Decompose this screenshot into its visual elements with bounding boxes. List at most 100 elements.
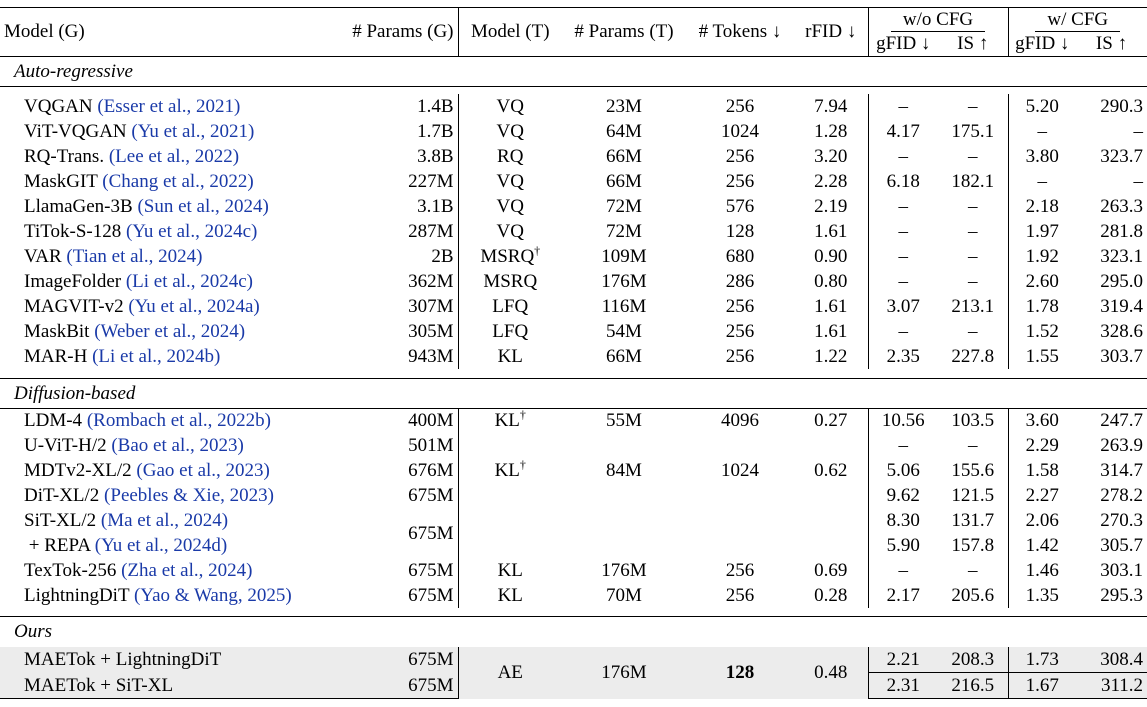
model-g-cell: MAGVIT-v2 (Yu et al., 2024a) <box>0 294 330 319</box>
is-wo: 103.5 <box>951 410 995 431</box>
table-row: LlamaGen-3B (Sun et al., 2024) 3.1B VQ 72M 5… <box>0 194 1147 219</box>
header-params-t: # Params (T) <box>562 7 686 57</box>
tokens: 256 <box>725 296 755 317</box>
rfid: 1.61 <box>814 296 848 317</box>
tokens: 286 <box>725 271 755 292</box>
model-name: MAR-H <box>24 346 93 367</box>
params-t: 54M <box>606 321 642 342</box>
model-t: LFQ <box>457 319 562 344</box>
is-w: 295.0 <box>1100 271 1143 292</box>
gfid-wo: 5.06 <box>867 458 938 483</box>
model-g-cell: TiTok-S-128 (Yu et al., 2024c) <box>0 219 330 244</box>
header-row-bottom: gFID ↓ IS ↑ gFID ↓ IS ↑ <box>0 32 1147 57</box>
params-g: 675M <box>408 522 454 544</box>
params-g: 675M <box>330 672 458 699</box>
citation-link[interactable]: (Yu et al., 2024d) <box>94 535 228 556</box>
params-g: 287M <box>408 221 454 242</box>
is-wo: – <box>968 271 978 292</box>
citation-link[interactable]: (Bao et al., 2023) <box>111 435 244 456</box>
tokens: 256 <box>725 321 755 342</box>
gfid-w: 1.97 <box>1007 219 1076 244</box>
params-t: 72M <box>606 196 642 217</box>
gfid-w: 3.80 <box>1007 144 1076 169</box>
is-wo: – <box>968 96 978 117</box>
params-t: 66M <box>606 146 642 167</box>
model-t: VQ <box>457 169 562 194</box>
rfid: 0.62 <box>814 460 848 481</box>
table-row: MAGVIT-v2 (Yu et al., 2024a) 307M LFQ 116M 2… <box>0 294 1147 319</box>
is-w: 328.6 <box>1100 321 1143 342</box>
model-g-cell: VAR (Tian et al., 2024) <box>0 244 330 269</box>
model-name: LlamaGen-3B <box>24 196 138 217</box>
citation-link[interactable]: (Gao et al., 2023) <box>136 460 270 481</box>
model-g-cell: MDTv2-XL/2 (Gao et al., 2023) <box>0 458 330 483</box>
model-g-cell: TexTok-256 (Zha et al., 2024) <box>0 558 330 583</box>
header-rfid: rFID ↓ <box>794 7 868 57</box>
header-is-w: IS ↑ <box>1076 32 1147 57</box>
is-w: – <box>1133 171 1144 192</box>
is-wo: 213.1 <box>951 296 995 317</box>
model-t: KL <box>457 558 562 583</box>
citation-link[interactable]: (Yu et al., 2021) <box>131 121 255 142</box>
section-title-diff: Diffusion-based <box>0 378 1147 409</box>
model-name: U-ViT-H/2 <box>24 435 112 456</box>
table-row: TiTok-S-128 (Yu et al., 2024c) 287M VQ 72M 1… <box>0 219 1147 244</box>
model-g-cell: ImageFolder (Li et al., 2024c) <box>0 269 330 294</box>
section-title-ours: Ours <box>0 616 1147 648</box>
gfid-wo: 9.62 <box>867 483 938 508</box>
is-w: 263.3 <box>1100 196 1143 217</box>
params-g: 675M <box>408 585 454 606</box>
is-wo: 157.8 <box>951 535 995 556</box>
citation-link[interactable]: (Weber et al., 2024) <box>94 321 246 342</box>
model-t: LFQ <box>457 294 562 319</box>
citation-link[interactable]: (Li et al., 2024c) <box>125 271 253 292</box>
header-w-cfg-label: w/ CFG <box>1035 9 1121 32</box>
is-w: 303.1 <box>1100 560 1143 581</box>
citation-link[interactable]: (Sun et al., 2024) <box>137 196 269 217</box>
model-name: VQGAN <box>24 96 98 117</box>
citation-link[interactable]: (Yu et al., 2024a) <box>128 296 260 317</box>
citation-link[interactable]: (Lee et al., 2022) <box>108 146 240 167</box>
is-w: 314.7 <box>1100 460 1143 481</box>
is-w: 247.7 <box>1100 410 1143 431</box>
model-g-cell: U-ViT-H/2 (Bao et al., 2023) <box>0 433 330 458</box>
gfid-wo: 6.18 <box>867 169 938 194</box>
tokens: 680 <box>725 246 755 267</box>
gfid-w: – <box>1007 169 1076 194</box>
gfid-w: 2.18 <box>1007 194 1076 219</box>
rfid: 0.28 <box>814 585 848 606</box>
params-t: 116M <box>601 296 647 317</box>
header-params-g: # Params (G) <box>330 7 458 57</box>
results-table: Model (G) # Params (G) Model (T) # Param… <box>0 7 1147 87</box>
params-g: 305M <box>408 321 454 342</box>
model-g-cell: SiT-XL/2 (Ma et al., 2024) <box>0 508 330 533</box>
citation-link[interactable]: (Li et al., 2024b) <box>92 346 221 367</box>
gfid-w: 2.60 <box>1007 269 1076 294</box>
model-g-cell: MaskGIT (Chang et al., 2022) <box>0 169 330 194</box>
tokens: 256 <box>725 346 755 367</box>
model-t: VQ <box>457 219 562 244</box>
citation-link[interactable]: (Ma et al., 2024) <box>100 510 229 531</box>
is-w: 281.8 <box>1100 221 1143 242</box>
citation-link[interactable]: (Chang et al., 2022) <box>102 171 254 192</box>
table-row: MDTv2-XL/2 (Gao et al., 2023) 676M 5.06 … <box>0 458 1147 483</box>
is-wo: – <box>968 221 978 242</box>
citation-link[interactable]: (Esser et al., 2021) <box>97 96 241 117</box>
is-w: 319.4 <box>1100 296 1143 317</box>
citation-link[interactable]: (Yao & Wang, 2025) <box>133 585 292 606</box>
gfid-wo: – <box>867 433 938 458</box>
gfid-wo: – <box>867 319 938 344</box>
citation-link[interactable]: (Peebles & Xie, 2023) <box>104 485 274 506</box>
params-t: 176M <box>601 271 647 292</box>
is-w: 323.7 <box>1100 146 1143 167</box>
rfid: 1.28 <box>814 121 848 142</box>
is-wo: 216.5 <box>938 672 1008 699</box>
tokens: 4096 <box>721 410 759 431</box>
rfid: 2.28 <box>814 171 848 192</box>
citation-link[interactable]: (Zha et al., 2024) <box>121 560 253 581</box>
citation-link[interactable]: (Yu et al., 2024c) <box>125 221 258 242</box>
rfid: 2.19 <box>814 196 848 217</box>
citation-link[interactable]: (Rombach et al., 2022b) <box>86 410 271 431</box>
citation-link[interactable]: (Tian et al., 2024) <box>66 246 203 267</box>
ours-table: MAETok + LightningDiT 675M AE 176M 128 0… <box>0 647 1147 699</box>
